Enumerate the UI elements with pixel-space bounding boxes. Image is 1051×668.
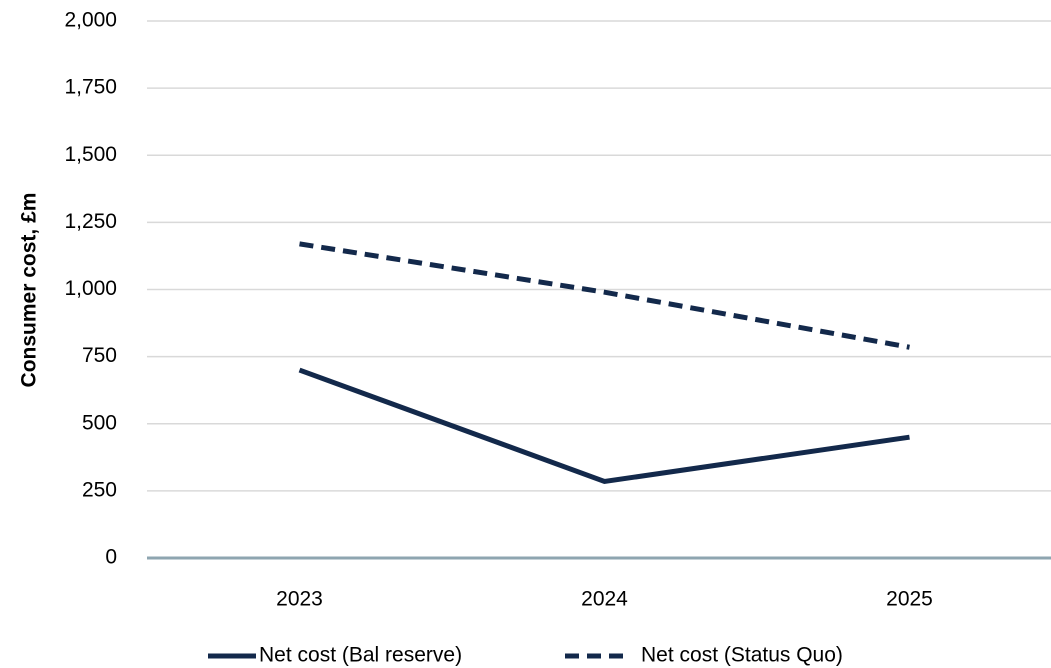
x-tick-label: 2025 xyxy=(886,588,933,611)
y-tick-label: 750 xyxy=(82,344,117,367)
y-tick-label: 1,500 xyxy=(64,143,117,166)
y-tick-label: 1,250 xyxy=(64,210,117,233)
series-line xyxy=(298,367,910,485)
y-tick-label: 2,000 xyxy=(64,9,117,32)
x-tick-label: 2024 xyxy=(581,588,628,611)
legend-label: Net cost (Bal reserve) xyxy=(259,644,462,667)
y-tick-label: 1,000 xyxy=(64,277,117,300)
y-tick-label: 500 xyxy=(82,411,117,434)
legend-label: Net cost (Status Quo) xyxy=(641,644,843,667)
y-axis-label: Consumer cost, £m xyxy=(18,193,41,388)
y-tick-label: 1,750 xyxy=(64,76,117,99)
y-tick-label: 0 xyxy=(105,546,117,569)
y-tick-label: 250 xyxy=(82,478,117,501)
x-tick-label: 2023 xyxy=(276,588,323,611)
series-line xyxy=(299,241,910,350)
